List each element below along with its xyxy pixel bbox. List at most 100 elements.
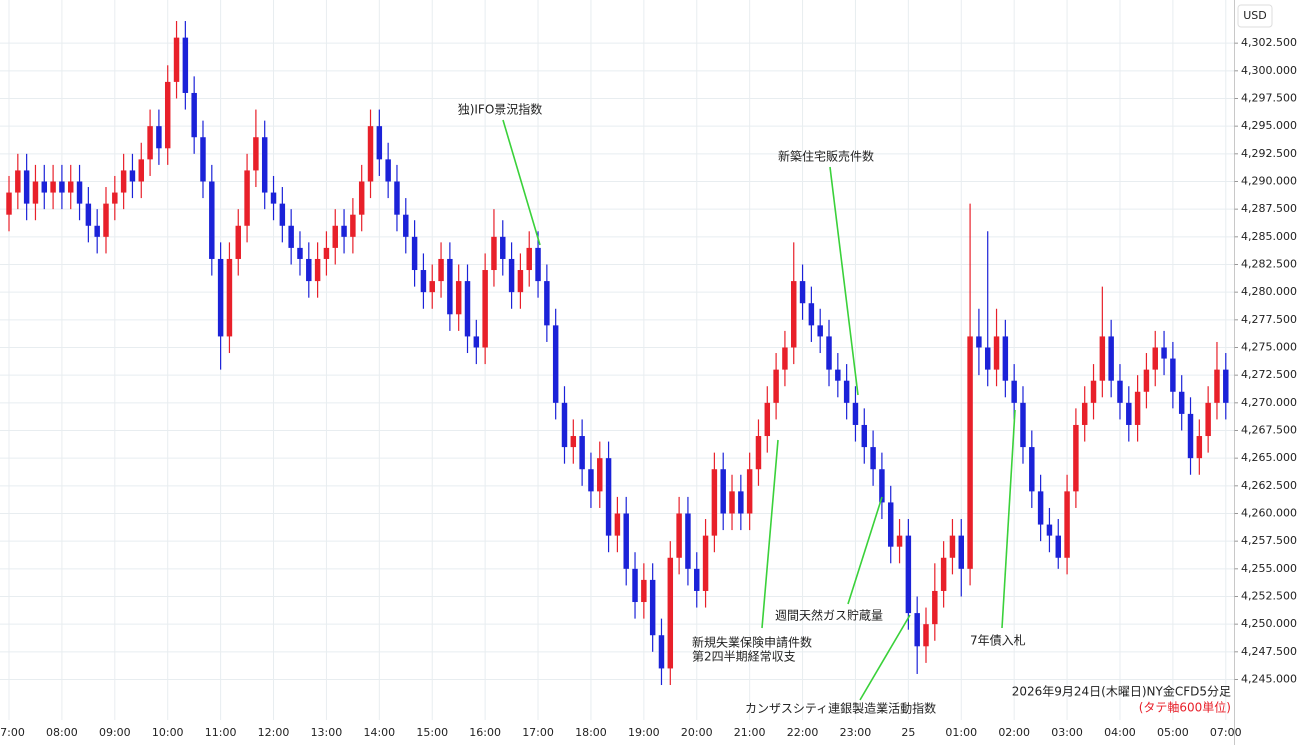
candle-body (914, 613, 920, 647)
candle-body (597, 458, 603, 492)
candle-body (879, 469, 885, 503)
candle-body (76, 181, 83, 204)
candle-body (1152, 347, 1158, 370)
candle-body (15, 170, 21, 193)
x-tick-label: 10:00 (152, 726, 184, 739)
candle-body (253, 137, 259, 171)
candle-body (323, 247, 330, 259)
chart-title: 2026年9月24日(木曜日)NY金CFD5分足 (1012, 684, 1231, 699)
candle-body (235, 225, 241, 259)
grid (0, 0, 1234, 720)
candle-body (23, 170, 30, 204)
y-tick-label: 4,302.500 (1241, 36, 1297, 49)
candle-body (314, 258, 321, 282)
candle-body (923, 624, 929, 647)
candle-body (261, 137, 268, 193)
annotation-leader (502, 119, 541, 246)
candle-body (473, 336, 480, 348)
candle-body (649, 579, 656, 636)
candle-body (455, 281, 462, 315)
y-tick-label: 4,292.500 (1241, 147, 1297, 160)
candle-body (755, 436, 762, 470)
candle-body (711, 469, 718, 536)
unit-label: USD (1243, 9, 1267, 22)
candle-body (958, 535, 964, 569)
y-tick-label: 4,295.000 (1241, 119, 1297, 132)
x-tick-label: 20:00 (681, 726, 713, 739)
candle-body (341, 225, 347, 237)
candle-body (138, 159, 144, 182)
candle-body (191, 92, 197, 138)
x-tick-label: 07:00 (0, 726, 25, 739)
candle-body (6, 192, 12, 215)
candle-body (32, 181, 39, 204)
candle-body (694, 568, 700, 591)
candle-body (147, 126, 153, 160)
x-tick-label: 09:00 (99, 726, 131, 739)
candle-body (852, 402, 859, 425)
candle-body (376, 126, 383, 160)
candle-body (623, 513, 629, 569)
candle-body (826, 336, 832, 370)
candle-body (552, 325, 559, 403)
candle-body (746, 469, 753, 514)
y-tick-label: 4,297.500 (1241, 91, 1297, 104)
candle-body (1037, 491, 1044, 525)
annotation-leader (1001, 409, 1016, 629)
candle-body (932, 590, 938, 625)
candle-body (1108, 336, 1114, 381)
candle-body (887, 502, 894, 547)
candle-body (394, 181, 400, 215)
candle-body (588, 469, 594, 492)
candle-body (526, 247, 532, 271)
candle-body (94, 225, 100, 237)
annotation-leader (829, 166, 859, 396)
candle-body (967, 336, 973, 569)
candle-body (182, 37, 189, 93)
candle-body (782, 347, 788, 370)
candle-body (791, 281, 797, 348)
x-tick-label: 13:00 (311, 726, 343, 739)
candle-body (500, 236, 506, 259)
candle-body (270, 192, 277, 204)
candle-body (244, 170, 250, 226)
y-tick-label: 4,245.000 (1241, 672, 1297, 685)
y-tick-label: 4,282.500 (1241, 257, 1297, 270)
annotation: カンザスシティ連銀製造業活動指数 (745, 701, 936, 716)
candle-body (1011, 380, 1017, 403)
x-tick-label: 04:00 (1104, 726, 1136, 739)
candle-body (1187, 413, 1194, 459)
y-tick-label: 4,250.000 (1241, 617, 1297, 630)
candle-body (112, 192, 118, 204)
y-tick-label: 4,257.500 (1241, 534, 1297, 547)
candle-body (209, 181, 215, 259)
candle-body (667, 557, 674, 669)
candle-body (544, 281, 550, 326)
annotation: 新築住宅販売件数 (778, 149, 874, 164)
candle-body (535, 247, 541, 282)
candle-body (896, 535, 903, 547)
x-tick-label: 14:00 (363, 726, 395, 739)
candle-body (984, 347, 991, 370)
candle-body (288, 225, 294, 248)
candle-body (350, 214, 356, 237)
annotation: 新規失業保険申請件数 (692, 635, 812, 650)
candle-body (367, 126, 374, 182)
candle-body (173, 37, 180, 82)
y-tick-label: 4,265.000 (1241, 451, 1297, 464)
annotation: 7年債入札 (970, 633, 1026, 648)
candle-body (817, 325, 823, 337)
candle-body (1029, 447, 1035, 492)
candle-body (85, 203, 92, 226)
candle-body (605, 458, 612, 536)
candle-body (403, 214, 409, 237)
candle-body (1090, 380, 1097, 403)
candle-body (729, 491, 735, 514)
candle-body (332, 225, 338, 248)
candle-body (570, 436, 577, 448)
candle-body (1170, 358, 1176, 392)
y-tick-label: 4,277.500 (1241, 313, 1297, 326)
chart-subtitle: (タテ軸600単位) (1139, 700, 1231, 715)
y-tick-label: 4,275.000 (1241, 340, 1297, 353)
